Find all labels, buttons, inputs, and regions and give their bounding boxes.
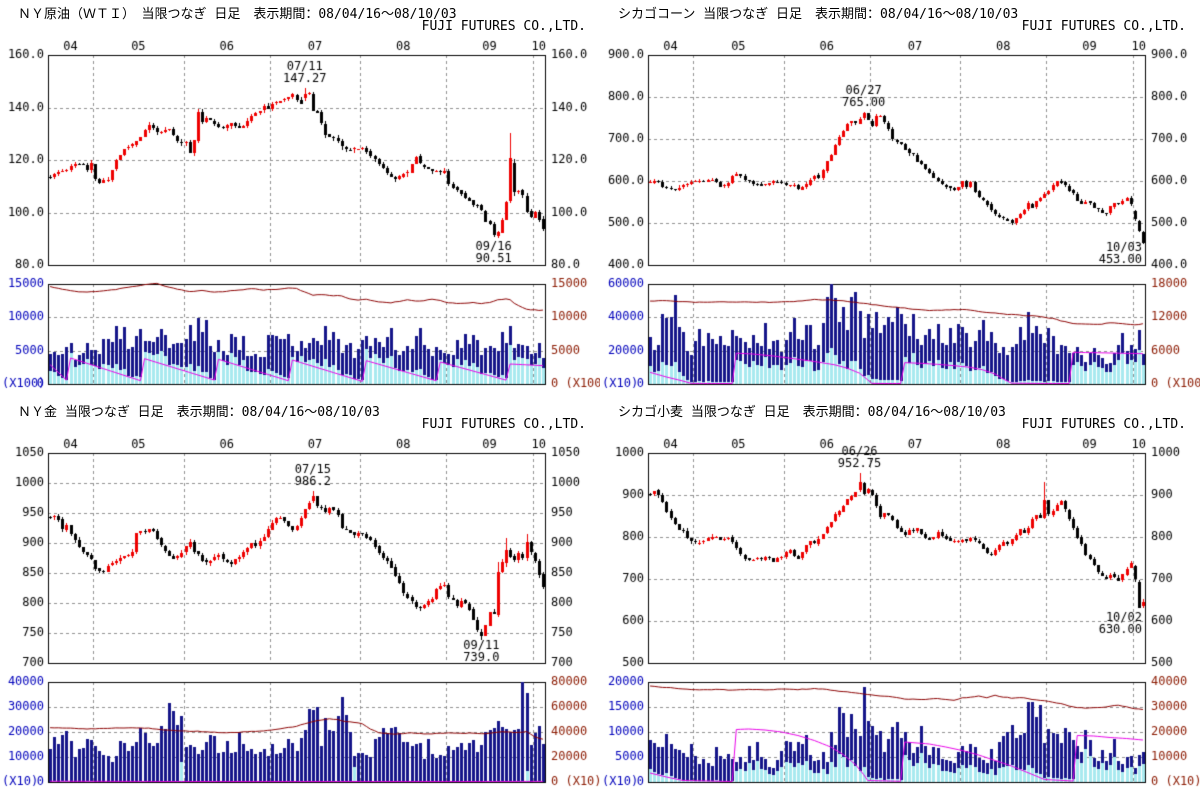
company-credit: FUJI FUTURES CO.,LTD. (1021, 417, 1186, 432)
panel-chicago-corn: シカゴコーン 当限つなぎ 日足 表示期間：08/04/16～08/10/03 F… (600, 0, 1200, 398)
chart-title-ny-gold: ＮＹ金 当限つなぎ 日足 表示期間：08/04/16～08/10/03 (18, 405, 380, 420)
ny-crude-oil-price-volume-chart (0, 0, 600, 398)
ny-gold-price-volume-chart (0, 398, 600, 796)
chicago-corn-price-volume-chart (600, 0, 1200, 398)
panel-ny-crude-oil-wti: ＮＹ原油（ＷＴＩ） 当限つなぎ 日足 表示期間：08/04/16～08/10/0… (0, 0, 600, 398)
company-credit: FUJI FUTURES CO.,LTD. (1021, 19, 1186, 34)
chart-title-chicago-wheat: シカゴ小麦 当限つなぎ 日足 表示期間：08/04/16～08/10/03 (618, 405, 1006, 420)
panel-ny-gold: ＮＹ金 当限つなぎ 日足 表示期間：08/04/16～08/10/03 FUJI… (0, 398, 600, 796)
panel-chicago-wheat: シカゴ小麦 当限つなぎ 日足 表示期間：08/04/16～08/10/03 FU… (600, 398, 1200, 796)
company-credit: FUJI FUTURES CO.,LTD. (421, 417, 586, 432)
company-credit: FUJI FUTURES CO.,LTD. (421, 19, 586, 34)
chicago-wheat-price-volume-chart (600, 398, 1200, 796)
chart-title-ny-crude-oil: ＮＹ原油（ＷＴＩ） 当限つなぎ 日足 表示期間：08/04/16～08/10/0… (18, 7, 457, 22)
chart-title-chicago-corn: シカゴコーン 当限つなぎ 日足 表示期間：08/04/16～08/10/03 (618, 7, 1019, 22)
